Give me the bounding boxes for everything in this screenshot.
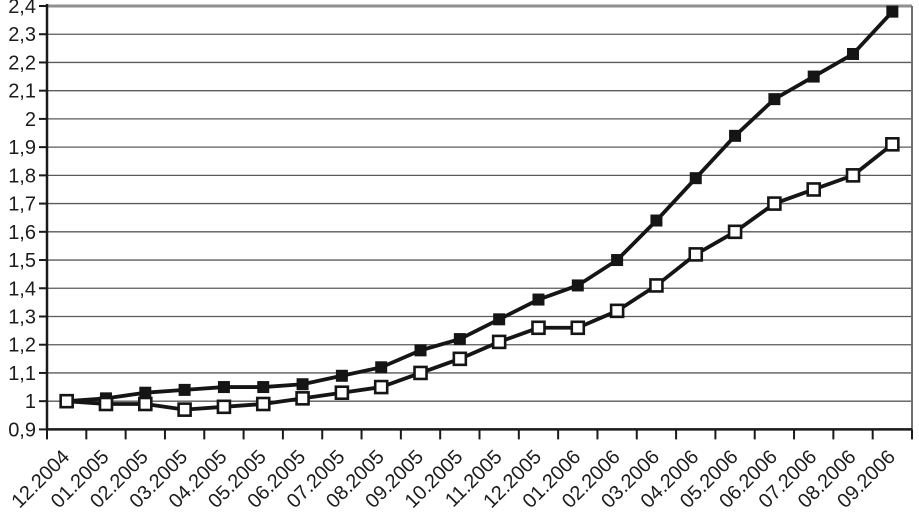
series-2-marker [137,396,153,412]
series-2-marker [177,402,192,417]
series-1-marker [807,70,820,83]
series-2-marker [373,379,389,395]
y-axis-tick-label: 1,6 [8,222,36,244]
series-1-marker [178,383,191,396]
series-1-marker [571,279,584,292]
series-1-marker [650,214,663,227]
series-1-marker [453,333,466,346]
y-axis-tick-label: 2,3 [8,24,36,46]
series-2-marker [609,303,625,319]
series-1-marker [847,47,860,60]
series-2-marker [845,168,861,183]
series-1-line [66,10,894,404]
series-2-marker [885,137,900,152]
series-2-line [66,142,894,412]
series-1-marker [217,381,230,394]
series-2-marker [452,351,468,367]
series-2-marker [413,365,428,381]
y-axis-tick-label: 1,2 [8,335,36,357]
y-axis-tick-label: 2,2 [8,52,36,74]
series-1-marker [768,93,781,106]
series-1-marker [335,369,348,382]
series-2-marker [767,196,782,211]
y-axis-tick-label: 2,4 [8,0,36,18]
series-2-marker [98,396,114,412]
series-1-marker [493,313,506,326]
series-1-marker [257,381,270,394]
y-axis-tick-label: 2,1 [8,81,36,103]
series-2-marker [806,182,822,197]
series-2-marker [59,393,74,409]
y-axis-tick-label: 1,5 [8,250,36,272]
series-1-marker [729,129,742,142]
y-axis-tick-label: 1,3 [8,306,36,328]
series-2-marker [334,385,350,401]
series-2-marker [216,399,232,415]
series-2-marker [727,224,743,240]
series-1-marker [139,386,152,399]
y-axis-tick-label: 0,9 [8,419,36,441]
series-2-marker [649,278,664,293]
series-2-marker [531,320,546,336]
series-2-marker [688,247,704,262]
series-1-marker [611,254,624,267]
y-axis-tick-label: 1,4 [8,278,36,300]
series-2-marker [255,396,271,412]
series-1-marker [886,5,899,18]
series-2-marker [570,320,586,336]
y-axis-tick-label: 1,8 [8,165,36,187]
y-axis-tick-label: 2 [25,109,36,131]
series-1-marker [375,361,388,374]
y-axis-tick-label: 1,7 [8,194,36,216]
series-2-marker [491,334,507,350]
series-1-marker [296,378,309,391]
series-1-marker [414,344,427,357]
series-1-marker [532,293,545,306]
y-axis-tick-label: 1 [25,391,36,413]
y-axis-tick-label: 1,1 [8,363,36,385]
series-2-marker [295,391,310,406]
series-1-marker [689,172,702,185]
y-axis-tick-label: 1,9 [8,137,36,159]
